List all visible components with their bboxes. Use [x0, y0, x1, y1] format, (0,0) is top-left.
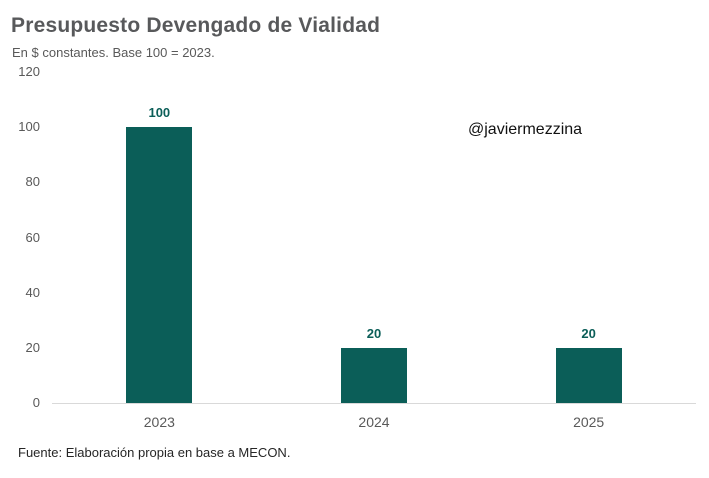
watermark-handle: @javiermezzina	[468, 121, 583, 138]
y-axis-tick-label: 60	[25, 229, 40, 245]
bar-value-label: 20	[581, 325, 596, 341]
bar-2025	[555, 347, 622, 403]
bar-value-label: 100	[148, 105, 171, 121]
chart-title: Presupuesto Devengado de Vialidad	[11, 14, 381, 37]
y-axis-tick-label: 20	[25, 339, 40, 355]
y-axis-tick-label: 40	[25, 284, 40, 300]
bar-2024	[341, 347, 407, 403]
x-axis-tick-label: 2025	[573, 414, 605, 430]
chart-subtitle: En $ constantes. Base 100 = 2023.	[12, 45, 215, 60]
bar-value-label: 20	[366, 325, 382, 341]
y-axis-tick-label: 0	[32, 395, 40, 410]
y-axis-tick-label: 80	[25, 174, 40, 190]
bar-2023	[126, 127, 193, 403]
source-note: Fuente: Elaboración propia en base a MEC…	[18, 445, 291, 460]
x-axis-baseline	[52, 403, 696, 404]
x-axis-tick-label: 2024	[358, 414, 390, 430]
y-axis-tick-label: 100	[18, 119, 40, 135]
y-axis-tick-label: 120	[18, 64, 40, 79]
x-axis-tick-label: 2023	[143, 414, 175, 430]
